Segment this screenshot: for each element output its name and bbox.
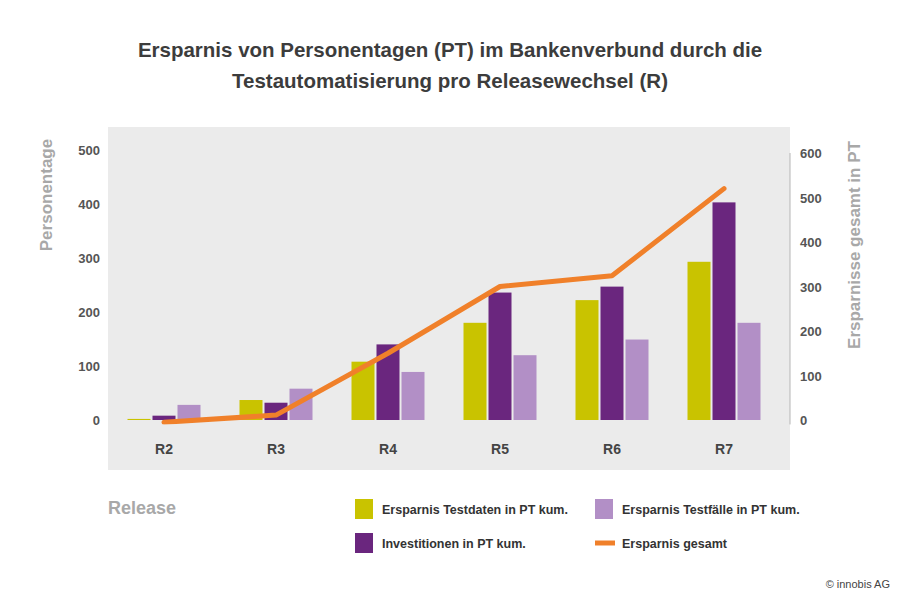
legend-swatch: [595, 499, 613, 519]
chart: Ersparnis von Personentagen (PT) im Bank…: [0, 0, 900, 601]
x-tick-label: R4: [379, 441, 397, 457]
bar: [601, 287, 624, 420]
legend-swatch: [355, 499, 373, 519]
bar: [738, 323, 761, 420]
legend-swatch: [595, 541, 615, 546]
legend-label: Ersparnis Testdaten in PT kum.: [382, 503, 568, 517]
x-tick-label: R3: [267, 441, 285, 457]
x-tick-label: R5: [491, 441, 509, 457]
x-tick-label: R2: [155, 441, 173, 457]
title: Ersparnis von Personentagen (PT) im Bank…: [138, 38, 762, 61]
bar: [713, 202, 736, 420]
plot-background: [108, 127, 790, 470]
y2-tick-label: 600: [800, 146, 822, 161]
y-tick-label: 200: [78, 305, 100, 320]
bar: [128, 419, 151, 420]
y2-tick-label: 200: [800, 324, 822, 339]
bar: [489, 293, 512, 420]
bar: [576, 300, 599, 420]
bar: [464, 323, 487, 420]
y2-tick-label: 300: [800, 280, 822, 295]
x-axis-title: Release: [108, 498, 176, 518]
y-tick-label: 0: [93, 413, 100, 428]
y-tick-label: 500: [78, 143, 100, 158]
y-axis-title: Personentage: [37, 139, 56, 251]
x-tick-label: R6: [603, 441, 621, 457]
y-tick-label: 300: [78, 251, 100, 266]
bar: [626, 340, 649, 420]
legend-label: Ersparnis Testfälle in PT kum.: [622, 503, 800, 517]
legend-swatch: [355, 533, 373, 553]
legend-label: Ersparnis gesamt: [622, 537, 728, 551]
legend-item: Ersparnis Testfälle in PT kum.: [595, 499, 800, 519]
y2-axis-line: [790, 153, 791, 424]
title: Testautomatisierung pro Releasewechsel (…: [232, 69, 668, 92]
bar: [688, 262, 711, 420]
copyright: © innobis AG: [826, 578, 890, 590]
line: [164, 189, 724, 423]
y2-tick-label: 500: [800, 191, 822, 206]
marks: [128, 189, 761, 423]
y2-tick-label: 100: [800, 369, 822, 384]
y-tick-label: 100: [78, 359, 100, 374]
legend-label: Investitionen in PT kum.: [382, 537, 526, 551]
x-tick-label: R7: [715, 441, 733, 457]
bar: [514, 355, 537, 420]
y2-tick-label: 400: [800, 235, 822, 250]
y2-axis-title: Ersparnisse gesamt in PT: [845, 140, 864, 348]
bar: [402, 372, 425, 420]
legend-item: Ersparnis gesamt: [595, 537, 728, 551]
y2-tick-label: 0: [800, 413, 807, 428]
y-tick-label: 400: [78, 197, 100, 212]
legend-item: Investitionen in PT kum.: [355, 533, 526, 553]
legend-item: Ersparnis Testdaten in PT kum.: [355, 499, 568, 519]
